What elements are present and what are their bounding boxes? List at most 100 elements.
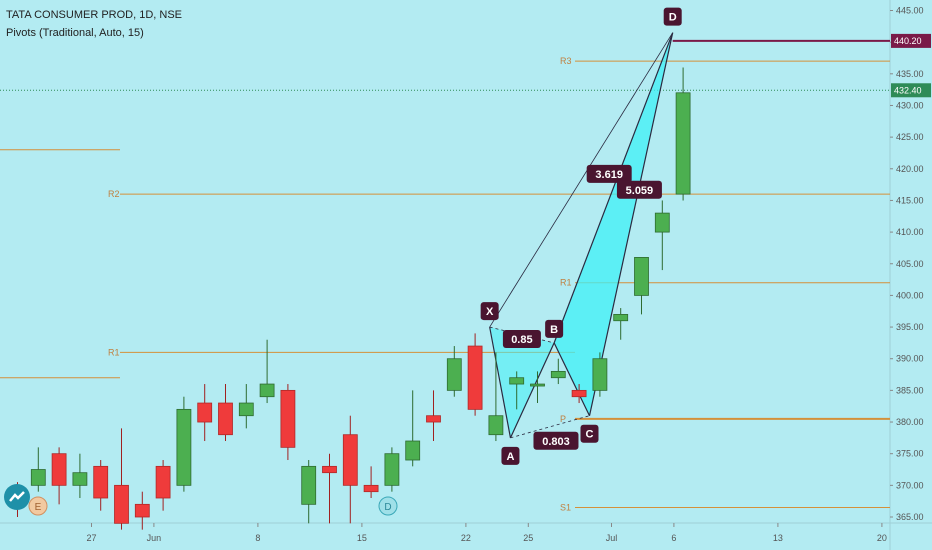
logo-icon: [9, 491, 25, 502]
point-label-bg-d: [663, 7, 682, 26]
time-tick-label: 25: [523, 533, 533, 543]
price-badge: 440.20: [894, 36, 922, 46]
pivot-label-r3: R3: [560, 56, 572, 66]
pivot-label-r1: R1: [560, 278, 572, 288]
event-marker-circle[interactable]: [28, 496, 48, 516]
ratio-label-bg: [502, 329, 541, 348]
candle[interactable]: [592, 352, 608, 397]
candle[interactable]: [259, 339, 275, 404]
candle-body: [197, 402, 213, 423]
price-tick-label: 445.00: [896, 6, 924, 16]
event-marker-label[interactable]: E: [35, 502, 42, 513]
candle[interactable]: [72, 453, 88, 499]
time-axis: 27 Jun 8 15 22 25 Jul 6 13 20: [86, 523, 887, 543]
price-tick-label: 395.00: [896, 322, 924, 332]
point-label-b[interactable]: B: [550, 324, 558, 336]
candle-body: [592, 358, 608, 391]
candle[interactable]: [363, 466, 379, 499]
candle[interactable]: [467, 333, 483, 416]
pattern-leg-xa: [489, 326, 512, 438]
candle[interactable]: [155, 460, 171, 511]
candle[interactable]: [322, 453, 337, 524]
candle[interactable]: [530, 371, 545, 404]
candle[interactable]: [634, 257, 649, 315]
ratio-label[interactable]: 3.619: [595, 169, 623, 181]
price-badge-bg: [891, 83, 931, 98]
price-tick-label: 415.00: [896, 195, 924, 205]
event-marker-circle[interactable]: [378, 496, 398, 516]
ratio-label[interactable]: 5.059: [626, 185, 654, 197]
candle[interactable]: [280, 384, 296, 461]
candle-body: [384, 453, 400, 486]
candle-body: [72, 472, 88, 486]
candle-body: [114, 484, 129, 524]
price-tick-label: 400.00: [896, 290, 924, 300]
candle-body: [218, 402, 233, 436]
candle-body: [134, 503, 150, 518]
ratio-label-bg: [533, 431, 579, 450]
point-label-d[interactable]: D: [669, 12, 677, 24]
candle[interactable]: [176, 396, 192, 492]
price-tick-label: 365.00: [896, 512, 924, 522]
price-tick-label: 430.00: [896, 100, 924, 110]
candle-body: [530, 383, 545, 387]
candle[interactable]: [30, 447, 46, 492]
candle[interactable]: [550, 358, 566, 385]
candle-body: [155, 465, 171, 499]
price-tick-label: 425.00: [896, 132, 924, 142]
time-tick-label: 8: [255, 533, 260, 543]
price-tick-label: 390.00: [896, 354, 924, 364]
candle[interactable]: [342, 415, 358, 524]
candle[interactable]: [197, 384, 213, 442]
ratio-label-bg: [616, 180, 662, 199]
pivot-lines: R3 R2 R1 P S1: [108, 56, 890, 513]
price-tick-label: 420.00: [896, 164, 924, 174]
candle[interactable]: [218, 384, 233, 442]
candle[interactable]: [51, 447, 67, 505]
candle-body: [363, 484, 379, 493]
previous-pivot-label-r1: R1: [108, 347, 120, 357]
candle[interactable]: [426, 390, 441, 442]
candle[interactable]: [93, 460, 109, 511]
time-tick-label: 22: [461, 533, 471, 543]
candle[interactable]: [384, 447, 400, 492]
price-tick-label: 370.00: [896, 480, 924, 490]
price-badge: 432.40: [894, 85, 922, 95]
price-badge-bg: [891, 33, 931, 48]
point-label-bg-b: [545, 319, 564, 338]
point-label-a[interactable]: A: [506, 451, 514, 463]
point-label-bg-x: [480, 302, 499, 321]
candles: [10, 67, 691, 530]
candle[interactable]: [446, 346, 462, 397]
pattern-leg-cd: [588, 32, 674, 416]
candle[interactable]: [654, 200, 670, 271]
candle[interactable]: [613, 308, 629, 340]
candle[interactable]: [301, 460, 317, 524]
candle[interactable]: [134, 491, 150, 530]
candle-body: [280, 389, 296, 448]
candle[interactable]: [488, 352, 504, 442]
ratio-label[interactable]: 0.803: [542, 436, 570, 448]
candle-body: [613, 313, 629, 322]
candle[interactable]: [405, 390, 421, 467]
indicator-title: Pivots (Traditional, Auto, 15): [6, 27, 144, 39]
pattern-leg-ab: [509, 342, 555, 439]
point-label-x[interactable]: X: [486, 306, 494, 318]
candle[interactable]: [571, 384, 587, 404]
event-marker-label[interactable]: D: [384, 502, 391, 513]
tradingview-logo[interactable]: [4, 484, 30, 510]
price-tick-label: 410.00: [896, 227, 924, 237]
pivot-label-p: P: [560, 414, 566, 424]
candle-body: [238, 402, 254, 417]
point-label-c[interactable]: C: [586, 429, 594, 441]
candle[interactable]: [509, 371, 525, 410]
candle-body: [550, 370, 566, 379]
candle[interactable]: [238, 384, 254, 429]
candle[interactable]: [114, 428, 129, 530]
candle[interactable]: [675, 67, 691, 201]
candle-body: [301, 465, 317, 505]
ratio-label[interactable]: 0.85: [511, 334, 532, 346]
